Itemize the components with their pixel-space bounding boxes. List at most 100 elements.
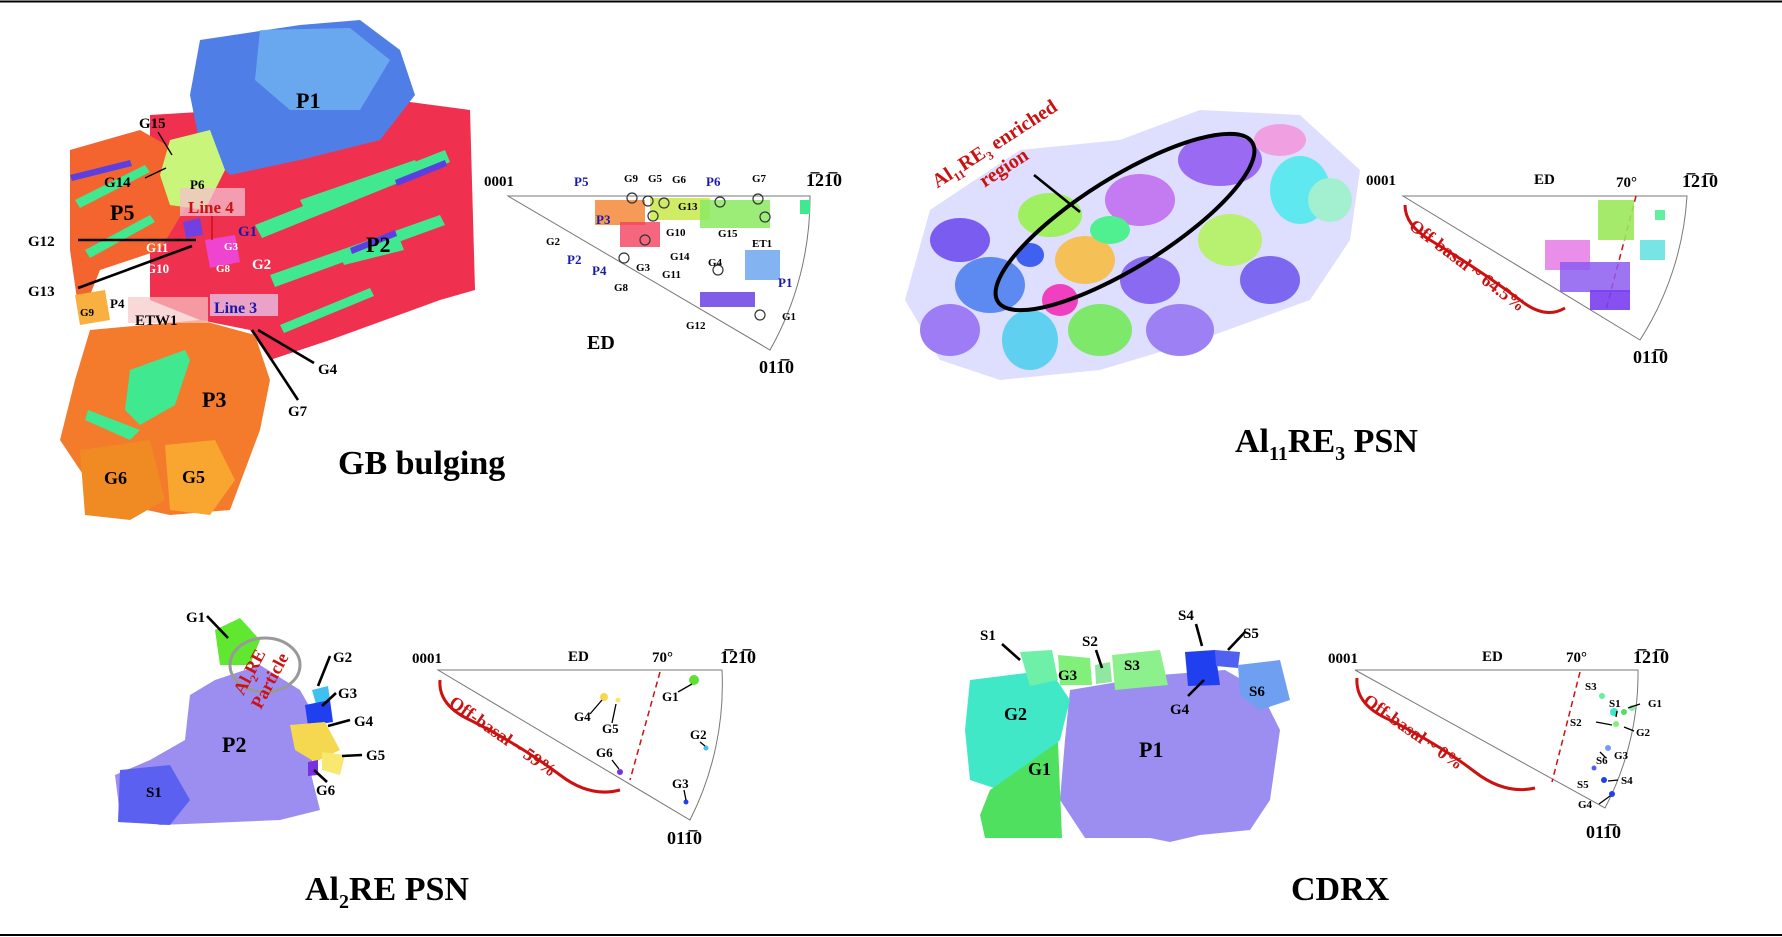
grain-p1-cdrx	[1060, 670, 1280, 842]
gb-pf-0110: 011̅0	[759, 357, 794, 377]
gb-pf-g1: G1	[782, 311, 796, 323]
twin-slivers-blue	[70, 160, 447, 254]
al2-label-g3: G3	[338, 686, 357, 702]
cdrx-label-g3: G3	[1058, 668, 1077, 684]
label-g10: G10	[146, 261, 169, 276]
al2-pf-label-g1: G1	[662, 689, 679, 704]
cdrx-pf-s3: S3	[1585, 681, 1597, 693]
gb-ipf-points	[595, 198, 810, 307]
al2-label-g2: G2	[333, 650, 352, 666]
al2-pf-arrow-g2	[699, 741, 706, 747]
cdrx-arrow-g4	[1187, 679, 1205, 697]
gb-pf-p5: P5	[574, 174, 589, 189]
caption-cdrx: CDRX	[1291, 871, 1390, 908]
cdrx-label-s4: S4	[1178, 608, 1194, 624]
al11-psn-map: Al11RE3 enriched region	[905, 96, 1360, 380]
al2-pf-label-g2: G2	[690, 727, 707, 742]
al2-arrow-g6	[313, 769, 328, 783]
al2-arrow-g1	[206, 615, 229, 639]
cdrx-pf-g1: G1	[1648, 698, 1662, 710]
cdrx-label-s3: S3	[1124, 658, 1140, 674]
cdrx-pf-arrow-g2	[1623, 726, 1635, 732]
al11-pole-figure: 0001 ED 70° 1̅21̅0 011̅0 Off-basal ~ 64.…	[1366, 171, 1718, 367]
al2-pf-dot-g2	[703, 745, 709, 751]
al2-pole-figure: 0001 ED 70° 1̅21̅0 011̅0 Off-basal ~ 59%…	[412, 647, 756, 848]
al2-brace	[438, 679, 621, 794]
al2-pf-offbasal: Off-basal ~ 59%	[446, 692, 561, 781]
al2-particle-circle	[228, 636, 302, 694]
grain-s1-al2	[118, 765, 190, 825]
cdrx-label-g4: G4	[1170, 702, 1190, 718]
al2-label-g6: G6	[316, 783, 336, 799]
gb-pf-g2: G2	[546, 236, 561, 248]
caption-al2-psn: Al2RE PSN	[305, 871, 469, 913]
label-etw1: ETW1	[135, 313, 178, 329]
arrow-g13	[77, 244, 193, 290]
grain-g1-al2	[215, 618, 260, 665]
al2-label-g5: G5	[366, 748, 385, 764]
cdrx-70deg-line	[1551, 671, 1581, 783]
cdrx-label-p1: P1	[1139, 737, 1163, 762]
al2-pf-dot-g1	[689, 675, 699, 685]
cdrx-ipf-points	[1591, 693, 1635, 797]
al2-pf-dot-g4	[600, 693, 608, 701]
al2-label-s1: S1	[146, 785, 162, 801]
al11-pf-0001: 0001	[1366, 173, 1396, 189]
grain-g6	[80, 440, 165, 520]
arrow-g15	[157, 131, 173, 156]
caption-al11-psn: Al11RE3 PSN	[1235, 423, 1418, 465]
label-p2: P2	[366, 232, 390, 257]
gb-pf-et1: ET1	[752, 238, 772, 250]
grain-g2-cdrx	[965, 670, 1070, 790]
gb-pf-p4: P4	[592, 263, 607, 278]
al2-pf-label-g6: G6	[596, 745, 613, 760]
cdrx-pf-s5: S5	[1577, 779, 1589, 791]
al2-70deg-line	[629, 671, 661, 781]
grain-g4-al2	[290, 722, 340, 762]
al2-psn-map: Al2RE Particle G1 G2 G3 G4 G5 G6 P2 S1	[115, 610, 385, 825]
al2-pf-1210: 1̅21̅0	[720, 647, 756, 667]
gb-pf-g15: G15	[718, 228, 738, 240]
al2-pf-label-g3: G3	[672, 776, 689, 791]
line3-box	[210, 294, 278, 316]
al11-pf-offbasal: Off-basal ~ 64.5%	[1406, 215, 1530, 315]
label-line4: Line 4	[188, 198, 234, 217]
label-g9: G9	[80, 307, 95, 319]
label-g3: G3	[224, 241, 239, 253]
grain-g1-cdrx	[980, 742, 1062, 838]
cdrx-pf-g4: G4	[1578, 799, 1593, 811]
cdrx-ipf-triangle	[1354, 669, 1639, 809]
cdrx-brace	[1355, 677, 1536, 792]
cdrx-label-g1: G1	[1028, 759, 1051, 779]
caption-gb-bulging: GB bulging	[338, 445, 505, 482]
al2-pf-0001: 0001	[412, 651, 442, 667]
cdrx-pf-s6: S6	[1596, 755, 1608, 767]
label-g13: G13	[28, 284, 55, 300]
label-g2: G2	[252, 257, 271, 273]
al2-pf-label-g4: G4	[574, 709, 591, 724]
gb-pf-p6: P6	[706, 174, 721, 189]
arrow-g14	[144, 167, 167, 179]
cdrx-pf-s1: S1	[1609, 698, 1621, 710]
grain-g3-cdrx	[1058, 655, 1092, 685]
cdrx-pole-figure: 0001 ED 70° 1̅21̅0 011̅0 Off-basal ~ 0% …	[1328, 647, 1669, 842]
grain-s1-cdrx	[1020, 650, 1058, 686]
grain-g8	[205, 235, 240, 268]
gb-pf-p3: P3	[596, 212, 611, 227]
al2-pf-arrow-g6	[611, 759, 620, 770]
cdrx-arrow-s1	[1001, 643, 1021, 661]
label-g1: G1	[238, 224, 257, 240]
al2-pf-70: 70°	[652, 650, 673, 666]
al2-pf-arrow-g4	[589, 699, 603, 715]
cdrx-map: S1 S2 S3 S4 S5 S6 G3 G2 G1 G4 P1	[965, 608, 1290, 842]
cdrx-label-s5: S5	[1243, 626, 1259, 642]
al2-pf-arrow-g5	[611, 703, 617, 724]
cdrx-arrow-s4	[1194, 623, 1204, 647]
label-g6: G6	[104, 468, 127, 488]
al11-pf-1210: 1̅21̅0	[1682, 171, 1718, 191]
al2-pf-dot-g3	[683, 799, 689, 805]
label-g8: G8	[216, 263, 231, 275]
label-p5: P5	[110, 200, 134, 225]
gb-pf-g8: G8	[614, 282, 629, 294]
etw1-box	[128, 297, 208, 323]
